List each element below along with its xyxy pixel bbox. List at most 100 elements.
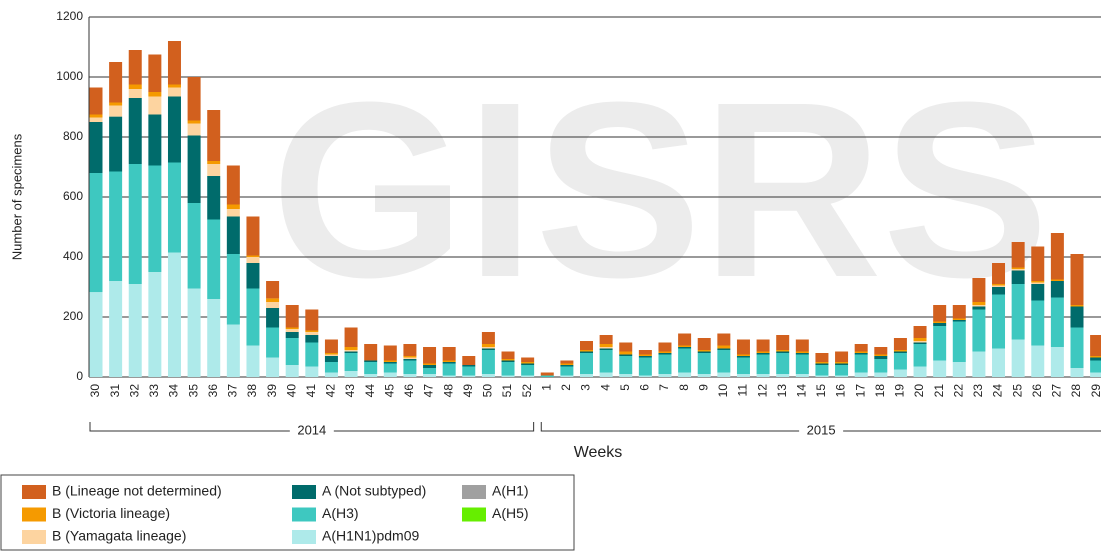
bar-segment: [305, 366, 319, 377]
bar-segment: [658, 354, 672, 374]
bar-segment: [678, 345, 692, 347]
x-tick-label: 50: [481, 384, 495, 398]
bar-segment: [933, 360, 947, 377]
bar-segment: [305, 342, 319, 367]
bar-segment: [893, 353, 907, 370]
x-tick-label: 9: [696, 384, 710, 391]
bar-segment: [756, 354, 770, 374]
x-tick-label: 49: [461, 384, 475, 398]
bar-segment: [756, 353, 770, 355]
x-tick-label: 41: [304, 384, 318, 398]
bar-segment: [815, 353, 829, 362]
bar-segment: [972, 351, 986, 377]
bar-segment: [952, 362, 966, 377]
bar-segment: [89, 173, 103, 293]
bar-segment: [560, 366, 574, 376]
bar-segment: [403, 357, 417, 359]
bar-segment: [344, 347, 358, 350]
legend-label: B (Lineage not determined): [52, 483, 222, 499]
bar-segment: [89, 117, 103, 122]
bar-segment: [1011, 284, 1025, 340]
bar-segment: [266, 308, 280, 328]
bar-segment: [521, 365, 535, 376]
bar-segment: [599, 348, 613, 350]
bar-segment: [952, 305, 966, 319]
bar-segment: [442, 360, 456, 362]
bar-segment: [128, 84, 142, 89]
bar-segment: [736, 356, 750, 358]
bar-segment: [678, 333, 692, 346]
bar-segment: [324, 339, 338, 353]
bar-segment: [619, 374, 633, 377]
x-tick-label: 25: [1010, 384, 1024, 398]
bar-segment: [835, 351, 849, 362]
legend-swatch: [292, 485, 316, 499]
x-tick-label: 15: [814, 384, 828, 398]
bar-segment: [638, 375, 652, 377]
bar-segment: [167, 41, 181, 85]
bar-segment: [462, 356, 476, 365]
bar-segment: [442, 363, 456, 376]
bar-segment: [148, 114, 162, 166]
bar-segment: [481, 348, 495, 350]
bar-segment: [756, 374, 770, 377]
bar-segment: [658, 351, 672, 353]
bar-segment: [207, 219, 221, 299]
bar-segment: [324, 353, 338, 355]
x-tick-label: 21: [932, 384, 946, 398]
bar-segment: [481, 347, 495, 349]
x-tick-label: 44: [363, 384, 377, 398]
bar-segment: [266, 302, 280, 308]
bar-segment: [187, 120, 201, 124]
bar-segment: [992, 285, 1006, 287]
bar-segment: [246, 288, 260, 346]
x-tick-label: 38: [245, 384, 259, 398]
legend-swatch: [462, 507, 486, 522]
bar-segment: [580, 341, 593, 350]
bar-segment: [717, 348, 731, 350]
bar-segment: [619, 356, 633, 374]
bar-segment: [795, 374, 809, 377]
x-group-label-bg: [799, 423, 844, 439]
bar-segment: [560, 363, 574, 365]
bar-segment: [638, 354, 652, 356]
bar-segment: [109, 62, 123, 103]
y-tick-label: 200: [63, 309, 83, 323]
bar-segment: [226, 165, 240, 205]
bar-segment: [521, 375, 535, 377]
bar-segment: [658, 374, 672, 377]
bar-segment: [952, 321, 966, 362]
bar-segment: [383, 372, 397, 377]
bar-segment: [933, 305, 947, 322]
bar-segment: [874, 356, 888, 359]
bar-segment: [1031, 281, 1045, 283]
x-tick-label: 36: [206, 384, 220, 398]
bar-segment: [109, 171, 123, 281]
bar-segment: [736, 357, 750, 374]
bar-segment: [1011, 267, 1025, 269]
bar-segment: [638, 357, 652, 376]
bar-segment: [305, 332, 319, 335]
bar-segment: [89, 114, 103, 118]
bar-segment: [854, 372, 868, 377]
bar-segment: [678, 348, 692, 373]
x-tick-label: 8: [677, 384, 691, 391]
legend-box: [0, 474, 575, 551]
x-tick-label: 35: [186, 384, 200, 398]
bar-segment: [423, 363, 437, 365]
bar-segment: [187, 123, 201, 136]
bar-segment: [266, 327, 280, 358]
bar-segment: [285, 365, 299, 377]
bar-segment: [815, 375, 829, 377]
bar-segment: [697, 353, 711, 374]
x-tick-label: 14: [794, 384, 808, 398]
bar-segment: [599, 350, 613, 373]
bar-segment: [1070, 327, 1084, 368]
bar-segment: [109, 281, 123, 377]
y-tick-label: 0: [76, 369, 83, 383]
bar-segment: [854, 353, 868, 355]
bar-segment: [128, 50, 142, 85]
bar-segment: [717, 345, 731, 349]
bar-segment: [795, 354, 809, 374]
x-tick-label: 47: [422, 384, 436, 398]
